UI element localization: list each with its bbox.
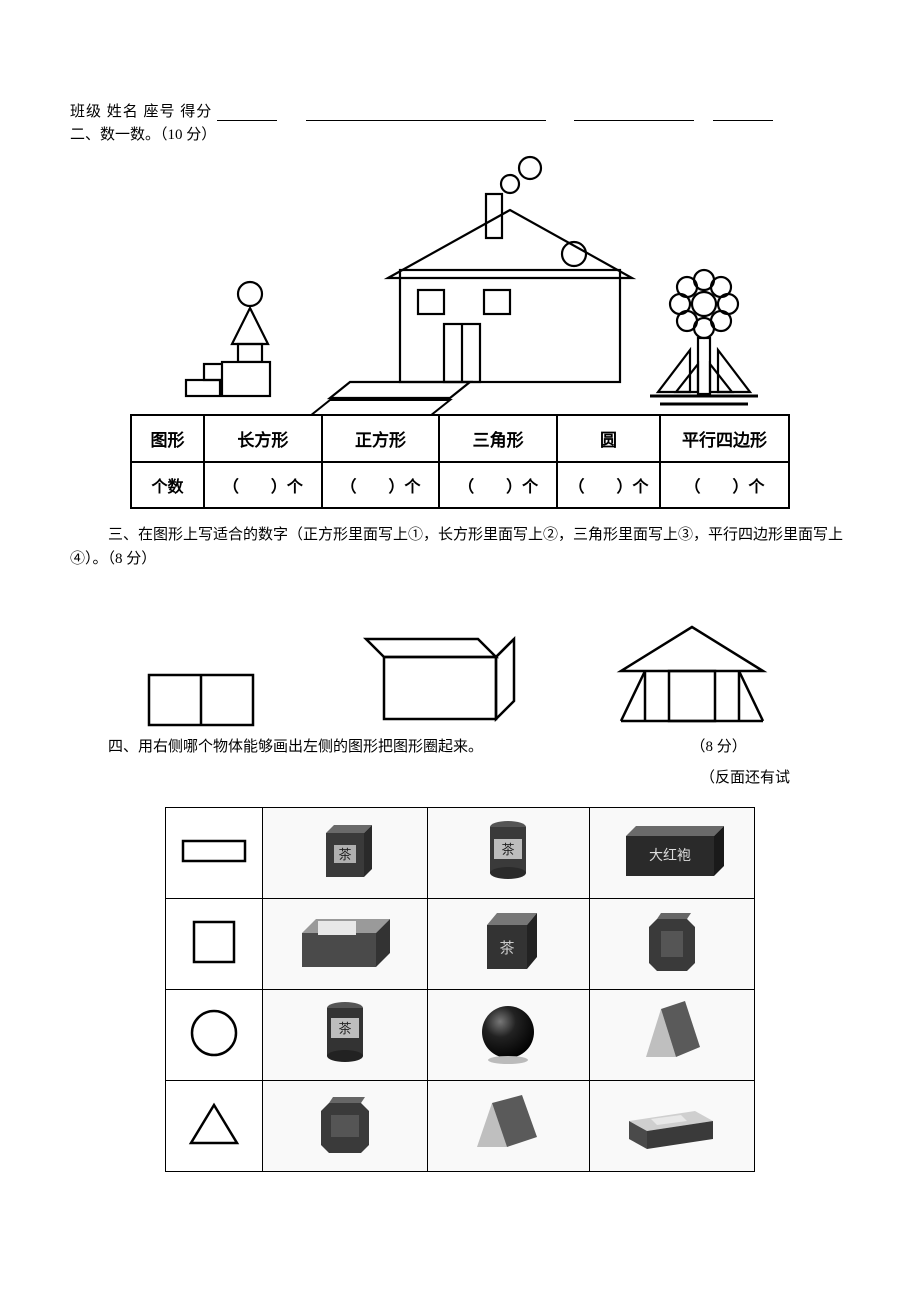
q4-shape-triangle xyxy=(166,1081,263,1172)
q4-r3-obj2[interactable] xyxy=(427,990,589,1081)
q3-fig-squares[interactable] xyxy=(143,661,263,731)
q4-row-triangle xyxy=(166,1081,755,1172)
q4-r1-obj1[interactable]: 茶 xyxy=(263,808,427,899)
th-shape: 图形 xyxy=(131,415,204,462)
td-count-circle[interactable]: （ ）个 xyxy=(557,462,660,508)
page: 班级 姓名 座号 得分 二、数一数。（10 分） xyxy=(0,0,920,1212)
rect-wide-icon xyxy=(179,837,249,865)
q4-shape-circle xyxy=(166,990,263,1081)
q4-body: 四、用右侧哪个物体能够画出左侧的图形把图形圈起来。 xyxy=(108,739,483,755)
q3-fig-cuboid[interactable] xyxy=(350,631,520,731)
q4-shape-square xyxy=(166,899,263,990)
blank-2[interactable] xyxy=(306,106,546,121)
blank-4[interactable] xyxy=(713,106,773,121)
q3-body: 三、在图形上写适合的数字（正方形里面写上①，长方形里面写上②，三角形里面写上③，… xyxy=(70,527,843,567)
label-seat: 座号 xyxy=(144,104,176,120)
q4-r3-obj3[interactable] xyxy=(589,990,754,1081)
q4-row-square: 茶 xyxy=(166,899,755,990)
triangle-icon xyxy=(187,1099,241,1149)
td-count-para[interactable]: （ ）个 xyxy=(660,462,789,508)
q4-table: 茶 茶 大红袍 xyxy=(165,807,755,1172)
td-count-triangle[interactable]: （ ）个 xyxy=(439,462,557,508)
th-rect: 长方形 xyxy=(204,415,322,462)
q4-r2-obj3[interactable] xyxy=(589,899,754,990)
q4-r2-obj2[interactable]: 茶 xyxy=(427,899,589,990)
q4-r1-obj3[interactable]: 大红袍 xyxy=(589,808,754,899)
q4-r2-obj1[interactable] xyxy=(263,899,427,990)
label-class: 班级 xyxy=(70,104,102,120)
q4-r4-obj3[interactable] xyxy=(589,1081,754,1172)
q4-row-rect: 茶 茶 大红袍 xyxy=(166,808,755,899)
circle-icon xyxy=(188,1007,240,1059)
label-name: 姓名 xyxy=(107,104,139,120)
td-count-square[interactable]: （ ）个 xyxy=(322,462,440,508)
th-square: 正方形 xyxy=(322,415,440,462)
th-triangle: 三角形 xyxy=(439,415,557,462)
q3-figures xyxy=(100,621,820,731)
q2-count-table: 图形 长方形 正方形 三角形 圆 平行四边形 个数 （ ）个 （ ）个 （ ）个… xyxy=(130,414,790,509)
table-count-row: 个数 （ ）个 （ ）个 （ ）个 （ ）个 （ ）个 xyxy=(131,462,789,508)
q4-r4-obj2[interactable] xyxy=(427,1081,589,1172)
q3-fig-house[interactable] xyxy=(607,621,777,731)
q2-scene xyxy=(130,154,790,414)
square-icon xyxy=(189,917,239,967)
th-circle: 圆 xyxy=(557,415,660,462)
svg-text:大红袍: 大红袍 xyxy=(649,848,691,864)
blank-1[interactable] xyxy=(217,106,277,121)
label-score: 得分 xyxy=(180,104,212,120)
blank-3[interactable] xyxy=(574,106,694,121)
svg-text:茶: 茶 xyxy=(338,1021,351,1036)
q4-points: （8 分） xyxy=(691,739,747,755)
q4-r1-obj2[interactable]: 茶 xyxy=(427,808,589,899)
svg-text:茶: 茶 xyxy=(500,940,515,957)
td-count-rect[interactable]: （ ）个 xyxy=(204,462,322,508)
th-parallelogram: 平行四边形 xyxy=(660,415,789,462)
q4-r3-obj1[interactable]: 茶 xyxy=(263,990,427,1081)
q3-text: 三、在图形上写适合的数字（正方形里面写上①，长方形里面写上②，三角形里面写上③，… xyxy=(70,523,850,571)
q4-shape-rect xyxy=(166,808,263,899)
table-header-row: 图形 长方形 正方形 三角形 圆 平行四边形 xyxy=(131,415,789,462)
q2-title: 二、数一数。（10 分） xyxy=(70,123,850,144)
q4-row-circle: 茶 xyxy=(166,990,755,1081)
svg-text:茶: 茶 xyxy=(502,842,515,857)
svg-text:茶: 茶 xyxy=(338,847,351,862)
q4-note: （反面还有试 xyxy=(70,766,850,787)
td-count-label: 个数 xyxy=(131,462,204,508)
q4-line: 四、用右侧哪个物体能够画出左侧的图形把图形圈起来。 （8 分） xyxy=(70,735,850,756)
q4-r4-obj1[interactable] xyxy=(263,1081,427,1172)
header-line: 班级 姓名 座号 得分 xyxy=(70,100,850,121)
